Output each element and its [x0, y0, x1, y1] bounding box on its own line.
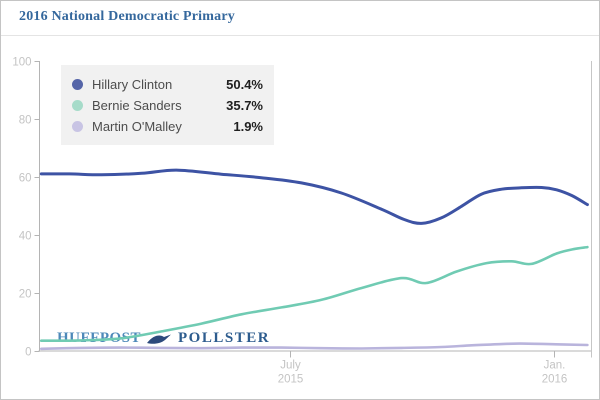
y-tick-label: 60: [19, 173, 32, 185]
series-line-martin-o-malley: [40, 342, 589, 351]
legend-dot-martin-omalley: [72, 121, 83, 132]
x-tick-label: 2015: [278, 374, 304, 386]
chart-header: 2016 National Democratic Primary: [1, 1, 599, 36]
legend-value: 50.4%: [226, 77, 263, 92]
legend-dot-bernie-sanders: [72, 100, 83, 111]
legend-value: 35.7%: [226, 98, 263, 113]
legend-item-bernie-sanders[interactable]: Bernie Sanders 35.7%: [72, 95, 263, 116]
y-tick-label: 80: [19, 115, 32, 127]
legend-value: 1.9%: [233, 119, 263, 134]
legend-item-hillary-clinton[interactable]: Hillary Clinton 50.4%: [72, 74, 263, 95]
y-tick-label: 40: [19, 231, 32, 243]
legend: Hillary Clinton 50.4% Bernie Sanders 35.…: [61, 65, 274, 145]
legend-dot-hillary-clinton: [72, 79, 83, 90]
chart-title[interactable]: 2016 National Democratic Primary: [19, 9, 235, 24]
legend-label: Hillary Clinton: [92, 77, 173, 92]
series-line-hillary-clinton: [39, 168, 589, 225]
x-tick-label: Jan.: [544, 360, 566, 372]
y-tick-label: 20: [19, 289, 32, 301]
legend-label: Bernie Sanders: [92, 98, 182, 113]
x-tick-label: 2016: [542, 374, 568, 386]
series-line-bernie-sanders: [40, 245, 589, 342]
x-tick-label: July: [280, 360, 301, 372]
y-tick-label: 100: [12, 57, 31, 69]
legend-label: Martin O'Malley: [92, 119, 182, 134]
pollster-wordmark: POLLSTER: [178, 329, 271, 346]
legend-item-martin-omalley[interactable]: Martin O'Malley 1.9%: [72, 116, 263, 137]
pollster-bird-icon: [147, 334, 172, 344]
y-tick-label: 0: [25, 347, 31, 359]
